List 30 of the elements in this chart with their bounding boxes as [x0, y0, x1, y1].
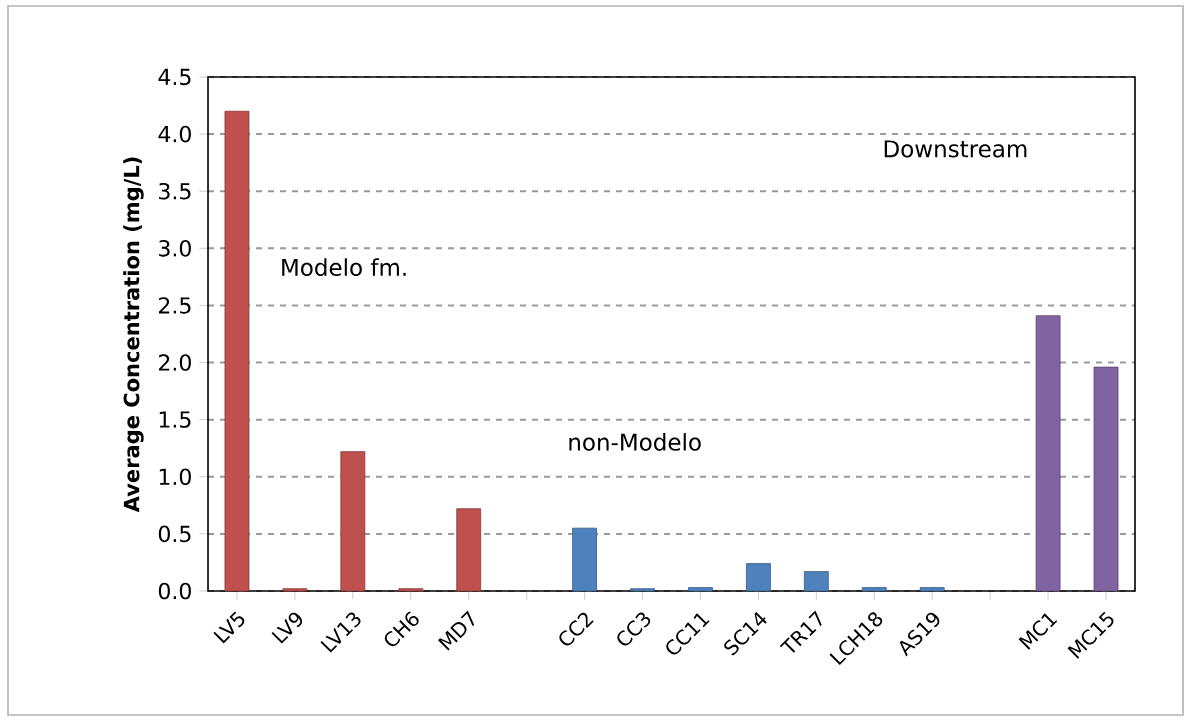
y-tick-label: 0.5 — [158, 525, 191, 543]
bar — [456, 508, 482, 592]
bar — [746, 563, 771, 592]
bar — [224, 110, 250, 592]
bar — [340, 451, 366, 592]
x-tick-label: LV9 — [271, 612, 303, 644]
y-tick-label: 4.0 — [158, 125, 191, 143]
annotation: non-Modelo — [569, 433, 701, 451]
y-tick-label: 3.5 — [159, 182, 191, 200]
y-tick-label: 3.0 — [159, 240, 191, 257]
bar — [803, 571, 829, 592]
y-tick-label: 0.0 — [158, 582, 191, 600]
bar — [572, 527, 597, 592]
y-tick-label: 1.0 — [159, 468, 191, 486]
bar — [861, 587, 887, 592]
bar — [919, 587, 945, 592]
y-axis-title: Average Concentration (mg/L) — [123, 157, 144, 513]
bar — [398, 588, 424, 592]
y-tick-label: 2.0 — [159, 354, 191, 371]
annotation: Downstream — [884, 140, 1027, 158]
annotation: Modelo fm. — [282, 258, 406, 277]
bar — [1035, 315, 1061, 592]
x-tick-label: LV5 — [213, 611, 245, 644]
y-tick-label: 1.5 — [159, 411, 191, 428]
bar — [1093, 366, 1119, 592]
bar — [282, 588, 308, 592]
y-tick-label: 2.5 — [159, 297, 191, 314]
bar — [688, 587, 713, 592]
bar — [630, 588, 655, 592]
y-tick-label: 4.5 — [158, 68, 191, 86]
